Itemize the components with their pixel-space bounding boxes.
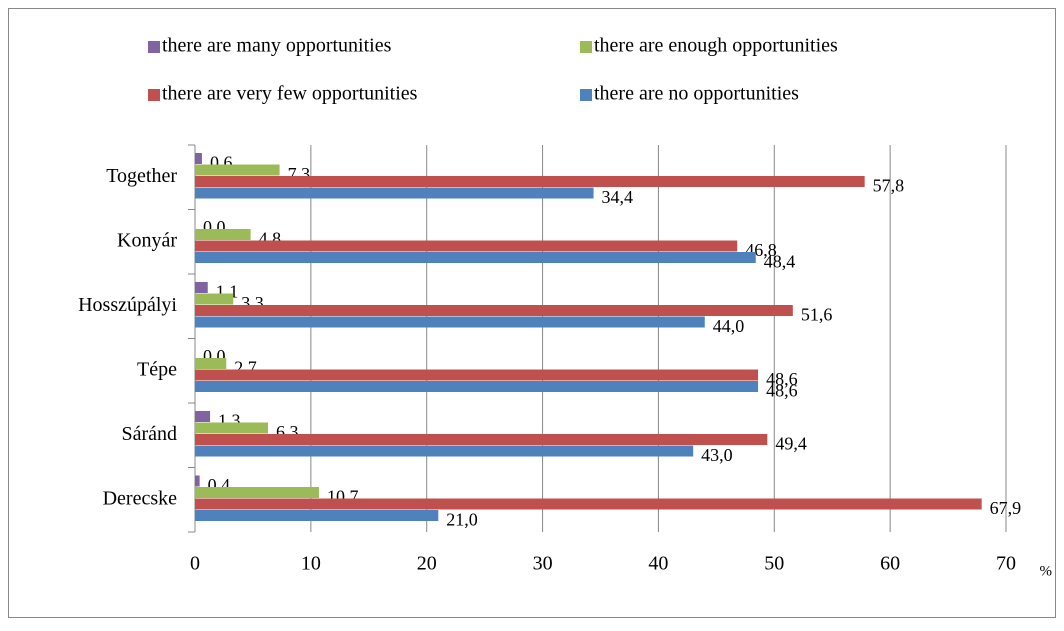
bar bbox=[195, 252, 756, 263]
bar bbox=[195, 164, 280, 176]
x-tick-label: 30 bbox=[533, 553, 553, 575]
bar bbox=[195, 487, 319, 498]
legend-swatch bbox=[580, 41, 592, 53]
bar bbox=[195, 381, 759, 392]
legend-label: there are enough opportunities bbox=[594, 35, 838, 57]
bar bbox=[195, 422, 268, 434]
bar bbox=[195, 293, 234, 305]
data-label: 48,6 bbox=[766, 369, 798, 389]
bar bbox=[195, 316, 705, 328]
data-label: 49,4 bbox=[775, 434, 807, 454]
bar bbox=[195, 176, 865, 187]
data-label: 34,4 bbox=[602, 187, 634, 207]
bar bbox=[195, 153, 202, 164]
bar bbox=[195, 358, 227, 369]
bar bbox=[195, 411, 211, 422]
x-tick-label: 10 bbox=[301, 553, 321, 575]
y-tick-label: Sáránd bbox=[121, 423, 177, 445]
bar bbox=[195, 187, 594, 199]
bar bbox=[195, 229, 251, 240]
x-tick-label: 20 bbox=[417, 553, 437, 575]
bar bbox=[195, 305, 793, 316]
bar bbox=[195, 510, 439, 521]
data-label: 43,0 bbox=[701, 445, 733, 465]
bar bbox=[195, 240, 738, 252]
x-tick-label: 40 bbox=[648, 553, 668, 575]
data-label: 67,9 bbox=[990, 498, 1022, 518]
data-label: 48,4 bbox=[764, 252, 796, 272]
bar bbox=[195, 498, 982, 510]
legend-swatch bbox=[148, 89, 160, 101]
y-tick-label: Tépe bbox=[137, 358, 177, 380]
bar bbox=[195, 434, 768, 445]
x-tick-label: 0 bbox=[190, 553, 200, 575]
x-axis-label: % bbox=[1040, 563, 1053, 579]
bar bbox=[195, 445, 694, 457]
legend-label: there are no opportunities bbox=[594, 83, 799, 105]
y-tick-label: Derecske bbox=[103, 487, 178, 509]
legend-label: there are very few opportunities bbox=[162, 83, 418, 105]
bar bbox=[195, 282, 208, 293]
y-tick-label: Konyár bbox=[117, 229, 177, 251]
data-label: 57,8 bbox=[873, 176, 905, 196]
x-tick-label: 70 bbox=[996, 553, 1016, 575]
x-tick-label: 50 bbox=[764, 553, 784, 575]
x-tick-label: 60 bbox=[880, 553, 900, 575]
legend-swatch bbox=[148, 41, 160, 53]
data-label: 21,0 bbox=[446, 510, 478, 530]
data-label: 51,6 bbox=[801, 305, 833, 325]
bar bbox=[195, 369, 759, 381]
bar bbox=[195, 475, 200, 487]
y-tick-label: Hosszúpályi bbox=[78, 294, 177, 316]
y-tick-label: Together bbox=[106, 165, 177, 187]
data-label: 44,0 bbox=[713, 316, 745, 336]
legend-label: there are many opportunities bbox=[162, 35, 392, 57]
data-label: 48,6 bbox=[766, 381, 798, 401]
legend-swatch bbox=[580, 89, 592, 101]
